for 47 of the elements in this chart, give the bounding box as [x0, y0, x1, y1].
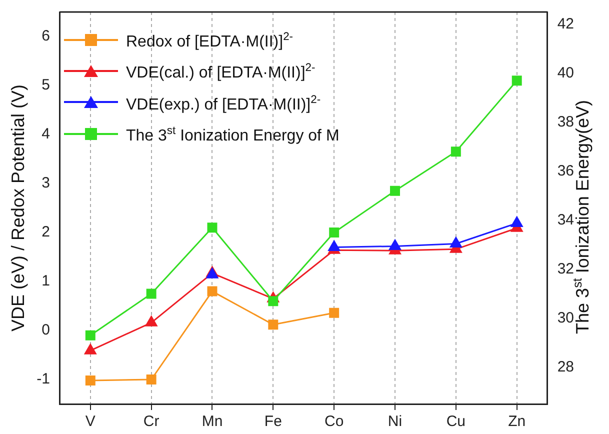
- point: [329, 228, 340, 238]
- point: [146, 288, 156, 299]
- y-tick-label: 6: [42, 28, 50, 45]
- x-tick-label: Mn: [202, 413, 223, 430]
- y-tick-label: -1: [36, 370, 50, 388]
- x-tick-label: Cu: [446, 413, 466, 430]
- x-tick-label: V: [85, 413, 96, 430]
- point: [268, 320, 278, 330]
- point: [329, 308, 340, 318]
- x-tick-label: Zn: [508, 413, 526, 430]
- legend-label: VDE(cal.) of [EDTA·M(II)]$^{2-}$: [126, 61, 316, 84]
- point: [512, 76, 522, 86]
- y2-tick-label: 36: [557, 162, 574, 180]
- point: [389, 239, 401, 250]
- y2-tick-label: 42: [557, 15, 574, 32]
- y2-tick-label: 34: [557, 211, 574, 228]
- legend-label: VDE(exp.) of [EDTA·M(II)]$^{2-}$: [126, 92, 321, 115]
- y-tick-label: 2: [42, 224, 50, 241]
- point: [390, 186, 400, 196]
- point: [207, 222, 218, 233]
- point: [510, 216, 523, 227]
- point: [207, 286, 218, 296]
- y-axis-title: VDE (eV) / Redox Potential (V): [8, 84, 28, 332]
- legend-label: Redox of [EDTA·M(II)]$^{2-}$: [126, 30, 294, 52]
- point: [84, 344, 96, 354]
- point: [450, 146, 461, 157]
- point: [85, 330, 96, 340]
- point: [85, 375, 96, 386]
- y2-tick-label: 28: [557, 358, 574, 376]
- y2-tick-label: 32: [557, 260, 574, 278]
- x-tick-label: Co: [324, 413, 344, 430]
- x-tick-label: Cr: [143, 413, 160, 430]
- y-tick-label: 0: [42, 322, 50, 339]
- point: [145, 316, 158, 326]
- y-tick-label: 5: [42, 76, 50, 94]
- y2-tick-label: 38: [557, 113, 574, 130]
- point: [450, 237, 462, 248]
- x-tick-label: Ni: [388, 413, 402, 430]
- point: [268, 296, 278, 306]
- x-tick-label: Fe: [264, 413, 282, 430]
- point: [328, 240, 340, 251]
- y-tick-label: 3: [42, 174, 50, 192]
- y-tick-label: 1: [42, 272, 50, 290]
- legend-label: The 3$^{st}$ Ionization Energy of M: [126, 124, 340, 146]
- y2-tick-label: 40: [557, 64, 574, 82]
- point: [146, 374, 156, 384]
- y-tick-label: 4: [42, 126, 50, 143]
